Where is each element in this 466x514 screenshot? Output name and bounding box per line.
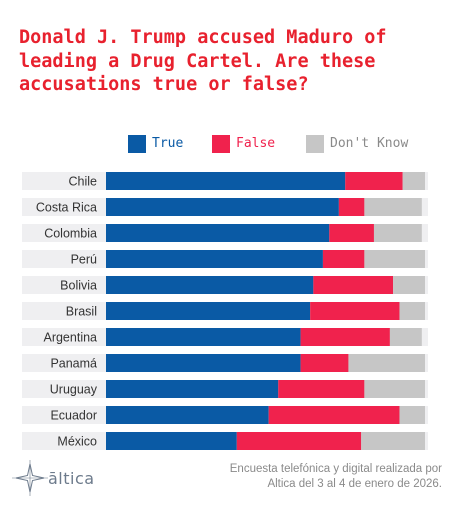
legend-label-true: True	[152, 136, 184, 151]
category-label-ecuador: Ecuador	[50, 409, 97, 423]
category-label-chile: Chile	[69, 175, 98, 189]
bar-panama-true	[106, 354, 301, 372]
bar-ecuador-don-t-know	[399, 406, 425, 424]
bar-brasil-false	[310, 302, 400, 320]
bar-uruguay-false	[278, 380, 365, 398]
chart-title: Donald J. Trump accused Maduro of leadin…	[19, 27, 387, 95]
bar-costa-rica-don-t-know	[364, 198, 422, 216]
category-label-costa-rica: Costa Rica	[36, 201, 97, 215]
bar-brasil-don-t-know	[399, 302, 425, 320]
bar-costa-rica-true	[106, 198, 339, 216]
bar-chile-true	[106, 172, 346, 190]
bar-costa-rica-false	[338, 198, 365, 216]
legend-swatch-true	[128, 135, 146, 153]
bar-chile-false	[345, 172, 403, 190]
bar-colombia-true	[106, 224, 330, 242]
category-label-peru: Perú	[71, 253, 97, 267]
bar-mexico-don-t-know	[361, 432, 425, 450]
bar-peru-false	[322, 250, 365, 268]
source-note: Encuesta telefónica y digital realizada …	[182, 462, 442, 492]
altica-logo	[12, 460, 48, 496]
bar-bolivia-false	[313, 276, 394, 294]
category-label-uruguay: Uruguay	[50, 383, 98, 397]
source-line-1: Encuesta telefónica y digital realizada …	[229, 463, 442, 475]
bar-argentina-false	[300, 328, 390, 346]
category-label-brasil: Brasil	[66, 305, 97, 319]
bar-argentina-true	[106, 328, 301, 346]
bar-peru-true	[106, 250, 323, 268]
category-label-bolivia: Bolivia	[60, 279, 97, 293]
bar-uruguay-true	[106, 380, 279, 398]
bar-mexico-true	[106, 432, 237, 450]
legend-swatch-dont-know	[306, 135, 324, 153]
bar-bolivia-don-t-know	[393, 276, 425, 294]
bar-brasil-true	[106, 302, 311, 320]
sparkle-star-icon	[12, 460, 48, 496]
bar-mexico-false	[236, 432, 362, 450]
legend-label-false: False	[236, 136, 276, 151]
bar-colombia-don-t-know	[373, 224, 422, 242]
bar-colombia-false	[329, 224, 374, 242]
legend-label-dont-know: Don't Know	[330, 136, 409, 151]
bar-ecuador-false	[268, 406, 400, 424]
bar-uruguay-don-t-know	[364, 380, 425, 398]
category-label-panama: Panamá	[50, 357, 97, 371]
bar-peru-don-t-know	[364, 250, 425, 268]
logo-wordmark: āltica	[48, 469, 95, 488]
bar-chile-don-t-know	[402, 172, 425, 190]
bar-panama-don-t-know	[348, 354, 425, 372]
category-label-colombia: Colombia	[44, 227, 97, 241]
source-line-2: Altica del 3 al 4 de enero de 2026.	[267, 478, 442, 490]
bar-ecuador-true	[106, 406, 269, 424]
bar-argentina-don-t-know	[389, 328, 422, 346]
bar-bolivia-true	[106, 276, 314, 294]
category-label-argentina: Argentina	[43, 331, 97, 345]
category-label-mexico: México	[57, 435, 97, 449]
legend-swatch-false	[212, 135, 230, 153]
stacked-bar-chart: Chile Costa Rica Colombia Perú Bolivia Brasil…	[22, 172, 428, 450]
bar-panama-false	[300, 354, 349, 372]
